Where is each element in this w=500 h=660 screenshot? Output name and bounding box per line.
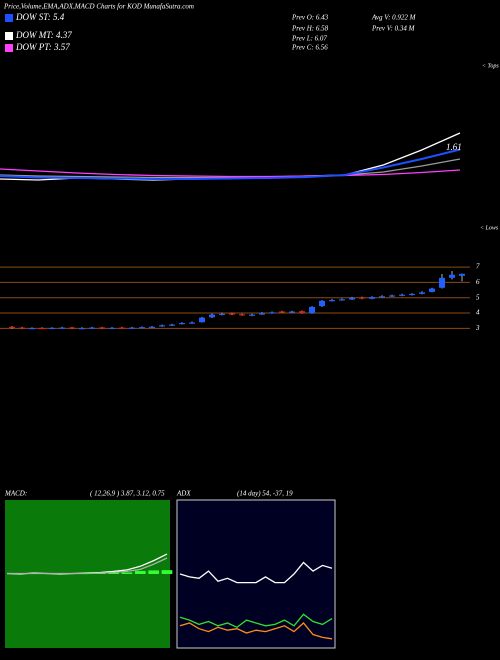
candle-body (9, 326, 15, 329)
histogram-bar (135, 570, 146, 574)
legend-label: DOW ST: 5.4 (15, 12, 65, 22)
candle-body (69, 327, 75, 329)
candle-body (259, 313, 265, 315)
legend-label: DOW PT: 3.57 (15, 42, 70, 52)
candle-body (19, 327, 25, 329)
stat: Prev L: 6.07 (291, 35, 327, 43)
histogram-bar (108, 572, 119, 574)
panel-subtitle: (14 day) 54, -37, 19 (237, 490, 293, 498)
candle-body (79, 328, 85, 330)
candle-body (249, 314, 255, 316)
panel-subtitle: ( 12,26,9 ) 3.87, 3.12, 0.75 (90, 490, 165, 498)
y-tick-label: 4 (476, 309, 480, 317)
candle-body (349, 297, 355, 300)
series-line (179, 622, 333, 640)
candle-body (149, 326, 155, 329)
candle-body (289, 311, 295, 313)
y-tick-label: 3 (475, 324, 480, 332)
candle-body (429, 288, 435, 292)
panel-title: MACD: (4, 490, 27, 498)
panel-background (176, 499, 336, 649)
candle-body (269, 312, 275, 314)
candle-body (319, 300, 325, 307)
candle-body (49, 327, 55, 330)
stat: Prev O: 6.43 (291, 14, 329, 22)
histogram-bar (81, 573, 93, 574)
candle-body (339, 299, 345, 301)
histogram-bar (121, 572, 133, 574)
candle-body (189, 322, 195, 324)
histogram-bar (95, 573, 106, 574)
y-tick-label: 7 (476, 263, 480, 271)
series-line (179, 561, 333, 584)
stat: Prev H: 6.58 (291, 25, 329, 33)
candle-body (329, 300, 335, 302)
candle-body (299, 311, 305, 314)
histogram-bar (148, 570, 159, 574)
candle-body (209, 314, 215, 318)
stat: Prev V: 0.34 M (371, 25, 416, 33)
candle-body (179, 322, 185, 325)
candle-body (449, 274, 455, 278)
candle-body (99, 327, 105, 329)
tops-label: < Tops (482, 63, 499, 69)
series-line (0, 168, 461, 178)
candle-body (239, 314, 245, 316)
legend-swatch (5, 44, 13, 52)
candle-body (389, 295, 395, 297)
candle-body (59, 327, 65, 329)
candle-body (169, 324, 175, 326)
series-line (179, 613, 333, 629)
candle-body (159, 325, 165, 327)
candle-body (439, 277, 445, 288)
lows-label: < Lows (480, 225, 499, 231)
candle-body (199, 317, 205, 323)
candle-body (409, 293, 415, 296)
candle-body (369, 296, 375, 299)
candle-body (109, 327, 115, 330)
stat: Avg V: 0.922 M (371, 14, 417, 22)
legend-swatch (5, 32, 13, 40)
candle-body (119, 327, 125, 329)
candle-body (129, 327, 135, 329)
candle-body (219, 313, 225, 316)
candle-body (359, 297, 365, 299)
page-title: Price,Volume,EMA,ADX,MACD Charts for KOD… (3, 3, 194, 11)
y-tick-label: 6 (476, 278, 480, 286)
candle-body (279, 311, 285, 313)
candle-body (39, 327, 45, 330)
series-line (0, 148, 461, 180)
candle-body (309, 306, 315, 314)
histogram-bar (161, 570, 173, 574)
candle-body (399, 294, 405, 296)
annotation: 1.61 (446, 142, 462, 152)
candle-body (379, 296, 385, 298)
candle-body (419, 292, 425, 294)
legend-label: DOW MT: 4.37 (15, 30, 72, 40)
candle-body (139, 327, 145, 329)
panel-title: ADX (176, 490, 191, 498)
stat: Prev C: 6.56 (291, 44, 328, 52)
candle-body (89, 327, 95, 329)
legend-swatch (5, 14, 13, 22)
candle-body (229, 313, 235, 315)
candle-body (459, 273, 465, 276)
candle-body (29, 328, 35, 330)
y-tick-label: 5 (476, 293, 480, 301)
